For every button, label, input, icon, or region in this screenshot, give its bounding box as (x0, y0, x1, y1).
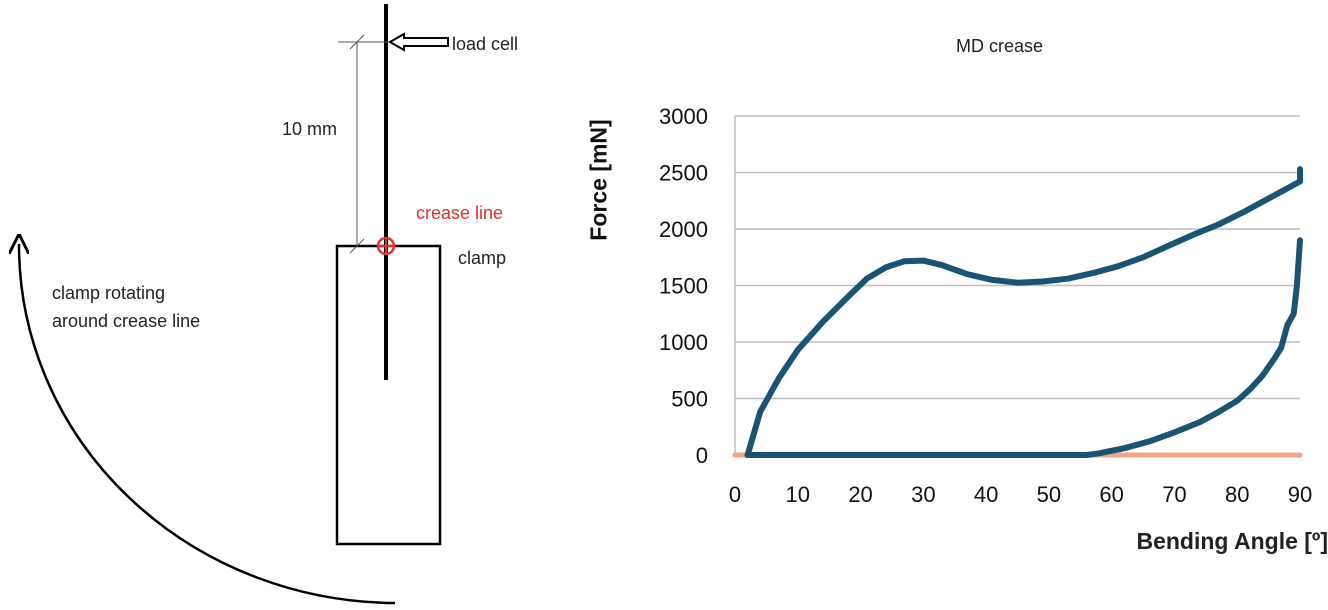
chart: 0 500 1000 1500 2000 2500 3000 0 10 20 30 40 50 60 70… (659, 104, 1312, 507)
x-tick-label: 30 (911, 482, 935, 507)
dimension-tick-bottom (349, 238, 365, 254)
crease-line-label: crease line (416, 203, 504, 223)
setup-diagram (19, 4, 449, 605)
x-tick-label: 90 (1288, 482, 1312, 507)
x-tick-label: 10 (786, 482, 810, 507)
y-tick-label: 0 (696, 443, 708, 468)
clamp-block (335, 244, 442, 546)
dimension-label: 10 mm (282, 119, 338, 139)
x-tick-label: 0 (729, 482, 741, 507)
series-line-1 (744, 166, 1303, 458)
x-tick-label: 80 (1225, 482, 1249, 507)
x-tick-labels: 0 10 20 30 40 50 60 70 80 90 (729, 482, 1312, 507)
y-tick-label: 3000 (659, 104, 708, 129)
rotation-label-line1: clamp rotating (52, 283, 166, 303)
series-line-2 (744, 237, 1303, 458)
chart-title: MD crease (956, 36, 1044, 56)
x-axis-label: Bending Angle [º] (1136, 528, 1328, 554)
y-axis-label: Force [mN] (585, 119, 612, 241)
y-tick-label: 2500 (659, 161, 708, 186)
y-tick-label: 2000 (659, 217, 708, 242)
x-tick-label: 40 (974, 482, 998, 507)
y-tick-labels: 0 500 1000 1500 2000 2500 3000 (659, 104, 708, 468)
load-cell-label: load cell (452, 34, 519, 54)
y-tick-label: 1500 (659, 274, 708, 299)
rotation-arrow (19, 244, 396, 605)
y-tick-label: 500 (671, 387, 708, 412)
rotation-label-line2: around crease line (52, 311, 201, 331)
dimension-tick-top (349, 34, 365, 50)
series-group (732, 166, 1303, 458)
x-tick-label: 50 (1037, 482, 1061, 507)
clamp-label: clamp (458, 248, 507, 268)
x-tick-label: 20 (848, 482, 872, 507)
crease-marker (376, 236, 396, 256)
y-tick-label: 1000 (659, 330, 708, 355)
x-tick-label: 60 (1099, 482, 1123, 507)
y-axis-label-wrap: Force [mN] (574, 100, 624, 260)
load-cell-arrow (387, 32, 449, 52)
x-tick-label: 70 (1162, 482, 1186, 507)
